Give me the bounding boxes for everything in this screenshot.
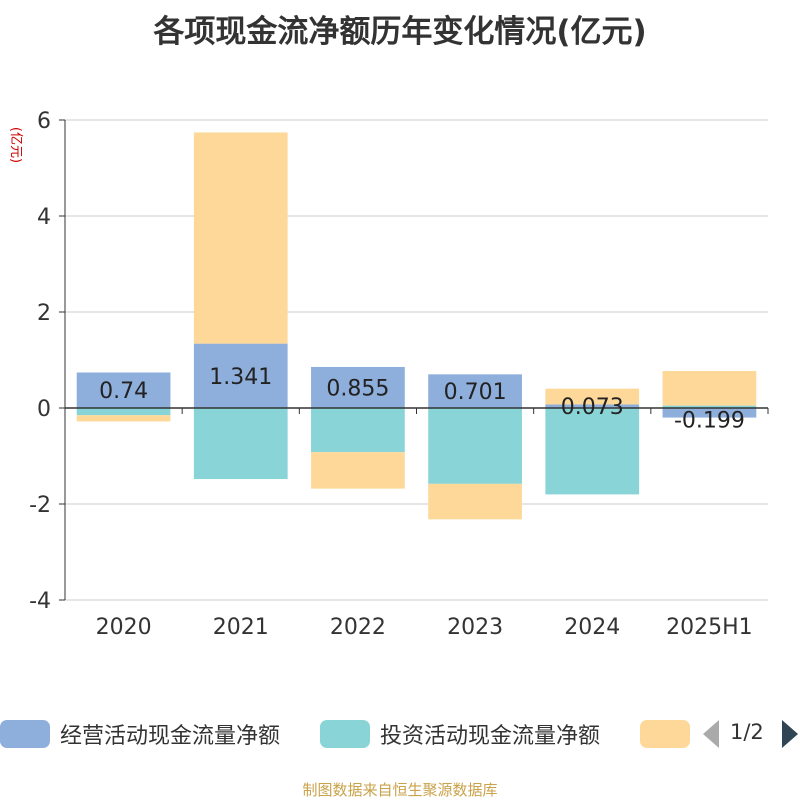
bar-segment-series-2: [428, 483, 522, 520]
bar-segment-series-0: [76, 372, 171, 408]
bar-segment-series-1: [662, 405, 757, 408]
chart-title: 各项现金流净额历年变化情况(亿元): [153, 14, 647, 50]
legend-next-page-icon[interactable]: [782, 720, 798, 748]
y-tick-label: 4: [37, 205, 51, 230]
legend-swatch-third: [640, 720, 690, 748]
bar-chart: -4 -2 0 2 4 6 2020 2021 2022 2023 2024 2025H1 0.74 1…: [8, 109, 769, 640]
x-tick-label: 2024: [564, 615, 620, 640]
data-label: 0.74: [99, 379, 148, 404]
legend-prev-page-icon[interactable]: [703, 720, 719, 748]
legend: 经营活动现金流量净额 投资活动现金流量净额 1/2: [0, 716, 800, 752]
data-label: 0.073: [561, 395, 624, 420]
bar-segment-series-2: [193, 132, 288, 344]
legend-swatch-operating: [0, 720, 50, 748]
bar-segment-series-0: [311, 366, 405, 408]
bar-segment-series-1: [311, 408, 405, 453]
x-tick-label: 2025H1: [666, 615, 753, 640]
y-axis-label: (亿元): [8, 127, 23, 163]
bar-segment-series-1: [76, 408, 171, 416]
data-label: 0.855: [326, 376, 389, 401]
bar-segment-series-2: [545, 388, 640, 405]
y-tick-label: -4: [29, 589, 51, 614]
x-tick-label: 2021: [213, 615, 269, 640]
bar-segment-series-2: [76, 415, 171, 422]
data-labels: 0.74 1.341 0.855 0.701 0.073 -0.199: [99, 365, 745, 434]
bar-segment-series-1: [428, 408, 522, 484]
data-label: -0.199: [674, 409, 745, 434]
y-tick-label: 0: [37, 397, 51, 422]
grid-lines: [65, 119, 768, 601]
y-tick-label: -2: [29, 493, 51, 518]
bar-segment-series-1: [545, 408, 640, 495]
y-tick-label: 2: [37, 301, 51, 326]
legend-item-operating[interactable]: 经营活动现金流量净额: [0, 716, 280, 752]
bar-segment-series-0: [428, 374, 522, 408]
bar-segment-series-2: [311, 452, 405, 489]
legend-label-operating: 经营活动现金流量净额: [60, 724, 281, 749]
data-label: 1.341: [209, 365, 272, 390]
bar-segment-series-2: [662, 371, 757, 406]
legend-swatch-investing: [320, 720, 370, 748]
axes: -4 -2 0 2 4 6 2020 2021 2022 2023 2024 2025H1: [29, 109, 769, 640]
legend-label-investing: 投资活动现金流量净额: [380, 724, 601, 749]
x-tick-label: 2023: [447, 615, 503, 640]
y-tick-label: 6: [37, 109, 51, 134]
data-label: 0.701: [444, 380, 507, 405]
bars: [76, 132, 757, 520]
bar-segment-series-0: [545, 404, 640, 408]
legend-page-indicator: 1/2: [730, 720, 764, 744]
bar-segment-series-0: [662, 408, 757, 418]
x-tick-label: 2022: [330, 615, 386, 640]
bar-segment-series-1: [193, 408, 288, 480]
legend-item-investing[interactable]: 投资活动现金流量净额: [320, 716, 600, 752]
x-tick-label: 2020: [96, 615, 152, 640]
legend-item-third[interactable]: [640, 716, 690, 752]
bar-segment-series-0: [193, 343, 288, 408]
data-source-footer: 制图数据来自恒生聚源数据库: [302, 781, 498, 799]
